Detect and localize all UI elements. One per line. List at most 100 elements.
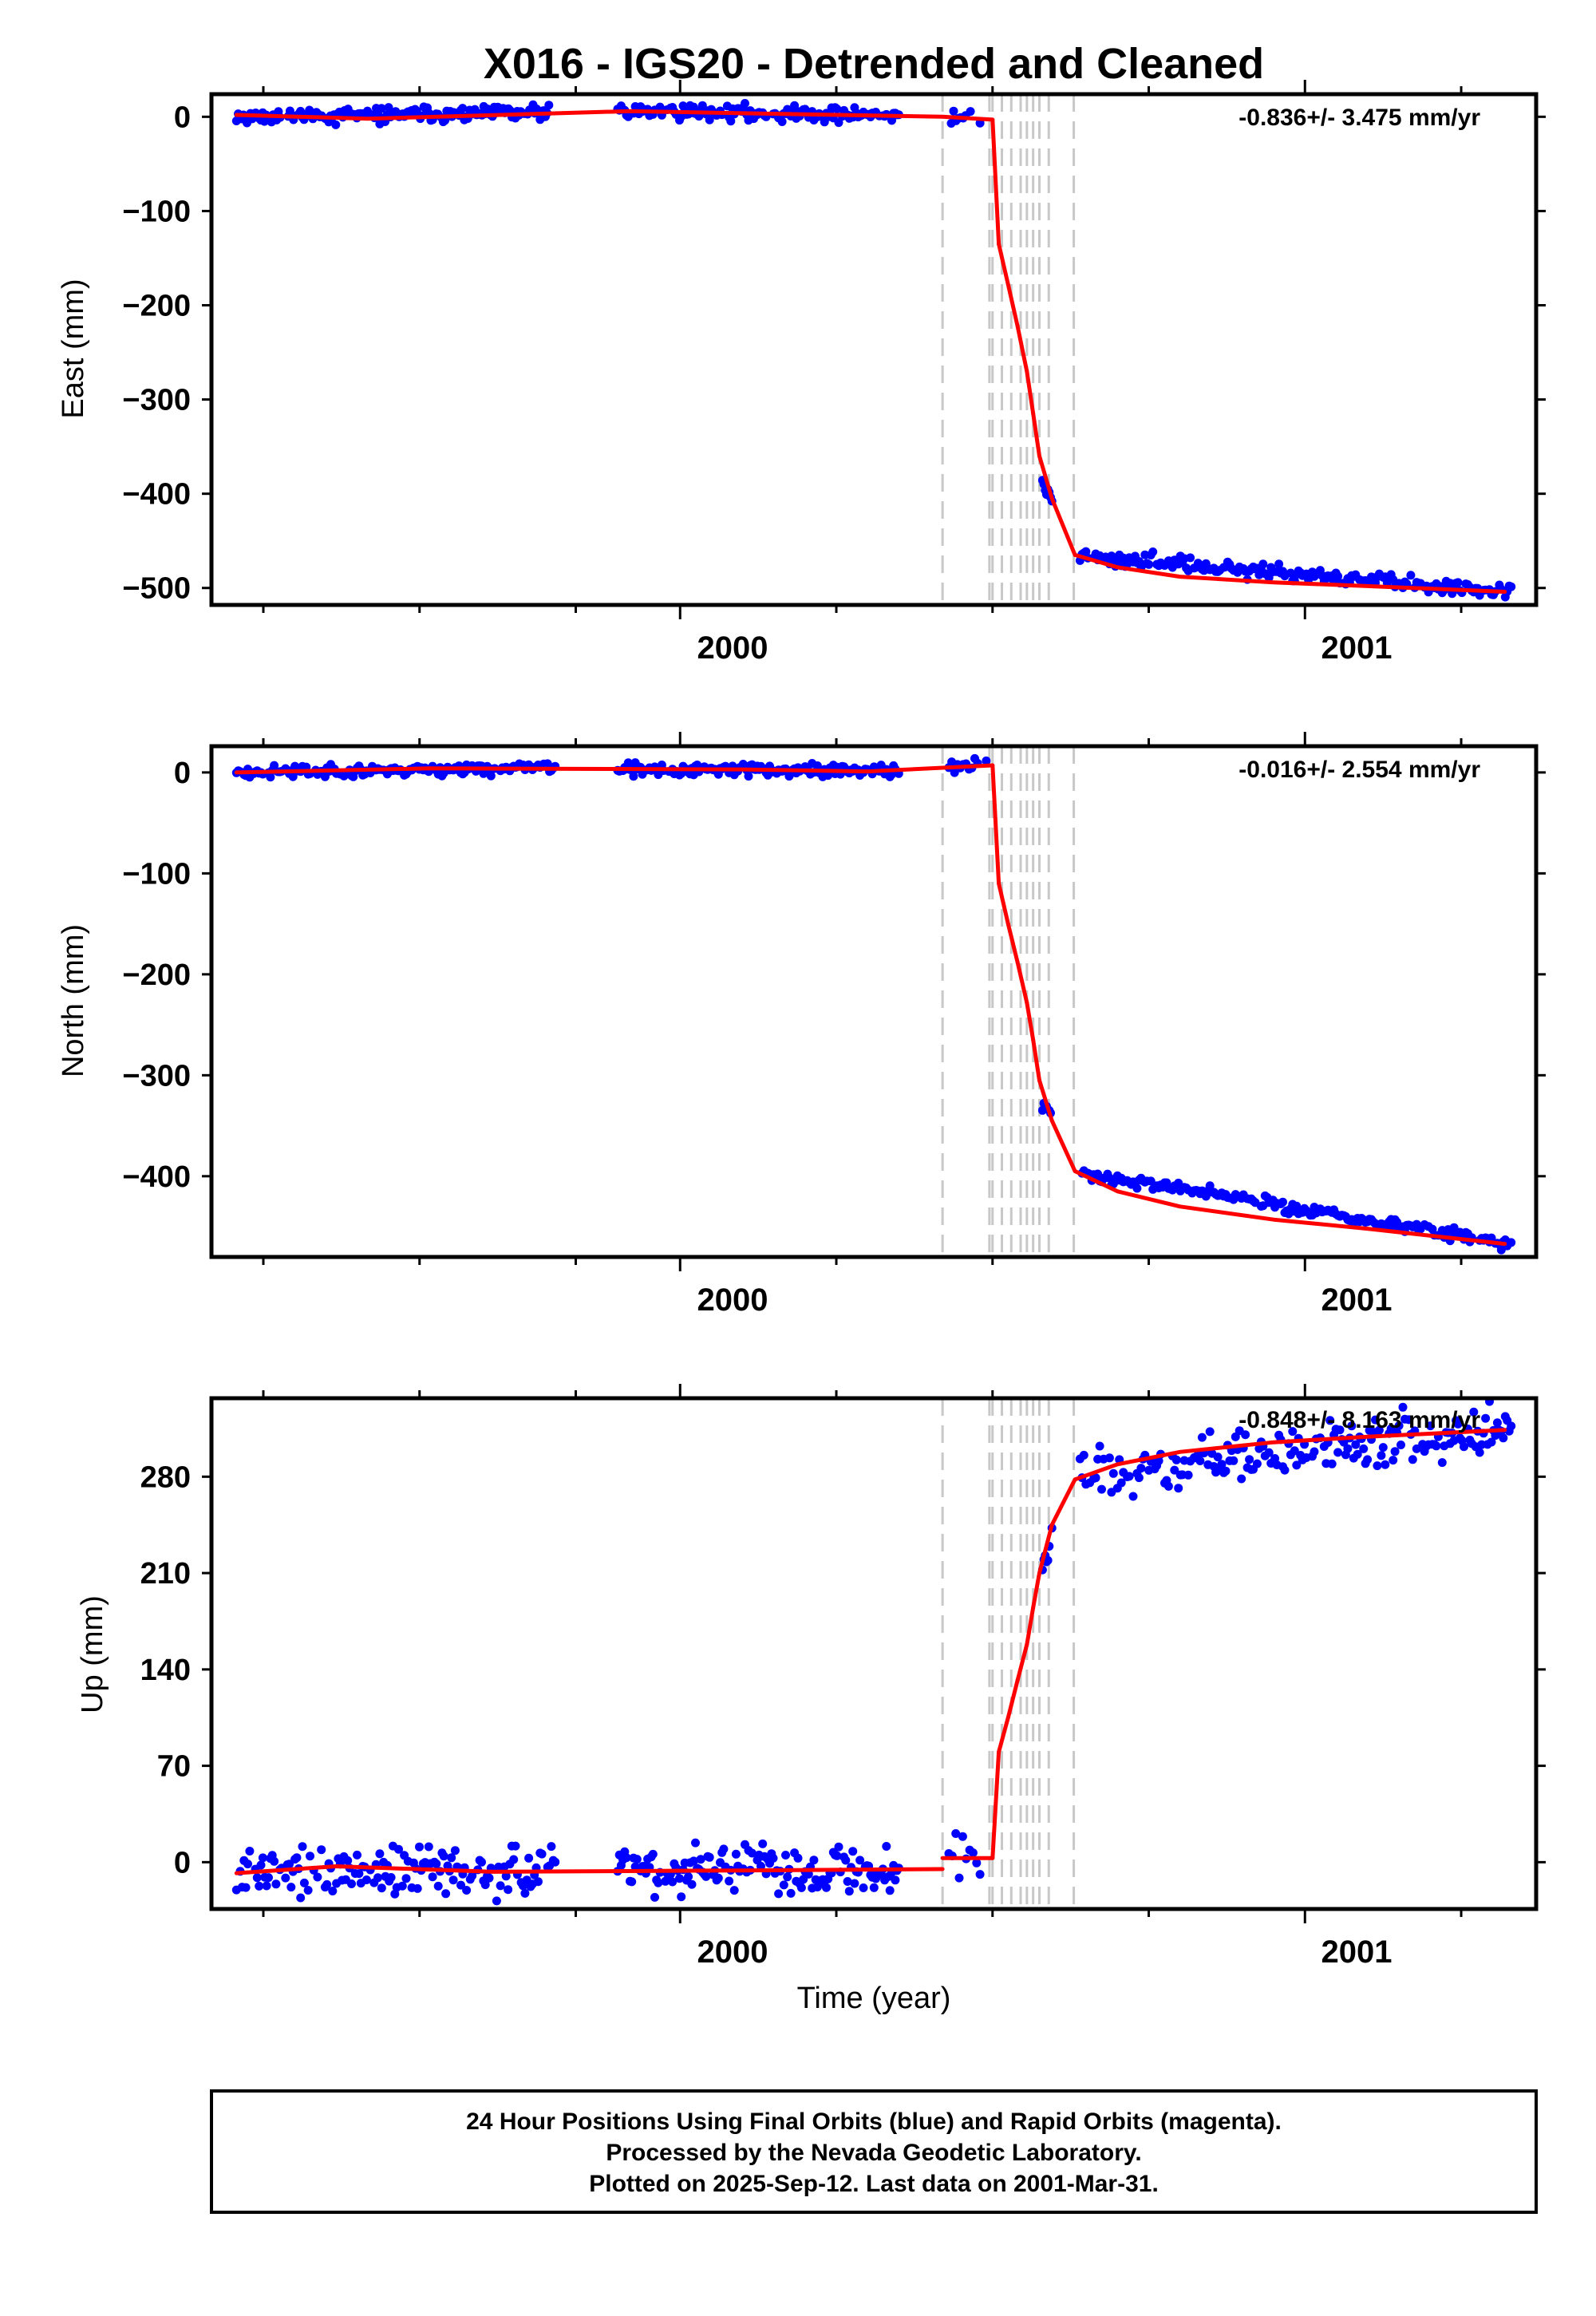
- up-model-line: [1049, 1477, 1077, 1528]
- up-data-point: [296, 1893, 306, 1903]
- up-data-point: [394, 1844, 403, 1854]
- up-data-point: [687, 1879, 697, 1889]
- up-panel: Up (mm) -0.848+/- 8.163 mm/yr 2000 2001 …: [76, 1384, 1546, 1970]
- up-data-point: [264, 1873, 273, 1883]
- up-data-point: [1481, 1413, 1491, 1423]
- up-data-point: [1507, 1421, 1516, 1431]
- east-ytick-label: −400: [122, 478, 191, 512]
- up-data-point: [496, 1881, 505, 1891]
- east-rate-text: -0.836+/- 3.475 mm/yr: [1238, 105, 1480, 131]
- up-data-point: [1487, 1437, 1496, 1447]
- up-data-point: [432, 1859, 441, 1868]
- up-data-point: [689, 1856, 698, 1866]
- up-data-point: [1043, 1555, 1053, 1565]
- footer-frame: [210, 2089, 1538, 2214]
- up-data-point: [537, 1849, 547, 1859]
- up-data-point: [1333, 1448, 1343, 1457]
- north-model-line: [234, 763, 995, 775]
- up-data-point: [622, 1853, 631, 1863]
- up-data-point: [848, 1847, 858, 1856]
- up-data-point: [286, 1883, 296, 1892]
- up-data-point: [968, 1848, 978, 1858]
- north-xtick-2000: 2000: [697, 1282, 768, 1318]
- up-data-point: [1394, 1421, 1404, 1430]
- up-data-point: [386, 1873, 396, 1882]
- north-ytick-label: −300: [122, 1059, 191, 1093]
- east-data-point: [331, 120, 341, 129]
- east-model-line: [997, 242, 1010, 287]
- north-data-point: [1132, 1184, 1142, 1193]
- up-data-point: [1097, 1484, 1106, 1494]
- up-data-point: [855, 1856, 865, 1865]
- east-ytick-label: −300: [122, 384, 191, 417]
- east-model-line: [990, 117, 1001, 247]
- up-data-point: [1460, 1442, 1468, 1452]
- east-model-line: [1037, 453, 1054, 501]
- north-data-point: [629, 772, 638, 781]
- east-data-point: [544, 101, 554, 110]
- up-data-point: [1327, 1459, 1337, 1468]
- footer-line-1: 24 Hour Positions Using Final Orbits (bl…: [466, 2109, 1282, 2135]
- north-data-point: [486, 771, 496, 781]
- up-data-point: [1237, 1474, 1246, 1484]
- up-rate-text: -0.848+/- 8.163 mm/yr: [1238, 1407, 1480, 1433]
- up-data-point: [885, 1886, 895, 1895]
- up-data-point: [951, 1829, 961, 1838]
- up-data-point: [256, 1860, 266, 1870]
- up-data-point: [241, 1883, 251, 1892]
- up-data-point: [477, 1857, 486, 1867]
- north-ytick-label: −200: [122, 958, 191, 992]
- up-model-line: [990, 1749, 1001, 1860]
- up-data-point: [758, 1839, 768, 1848]
- up-data-point: [317, 1845, 326, 1855]
- up-data-point: [298, 1842, 307, 1852]
- up-data-point: [705, 1852, 714, 1862]
- up-data-point: [424, 1842, 433, 1852]
- up-data-point: [1288, 1427, 1298, 1437]
- north-model-line: [997, 881, 1010, 927]
- east-data-point: [887, 116, 896, 125]
- north-data-point: [693, 761, 702, 769]
- up-data-point: [1252, 1459, 1262, 1468]
- up-data-point: [428, 1872, 437, 1882]
- up-model-line: [234, 1864, 945, 1875]
- up-data-point: [1079, 1450, 1088, 1460]
- up-data-point: [684, 1872, 693, 1881]
- up-data-point: [533, 1877, 543, 1887]
- up-data-point: [1170, 1465, 1179, 1475]
- up-data-point: [844, 1887, 854, 1896]
- up-data-point: [258, 1853, 267, 1863]
- up-data-point: [1396, 1441, 1405, 1449]
- up-data-point: [954, 1873, 964, 1883]
- east-model-line: [1073, 552, 1507, 594]
- up-data-point: [1390, 1447, 1400, 1456]
- up-data-point: [262, 1881, 271, 1891]
- east-data-point: [1507, 582, 1516, 591]
- up-data-point: [401, 1874, 411, 1883]
- up-data-point: [520, 1888, 530, 1898]
- east-data-point: [777, 117, 787, 126]
- north-model-line: [1049, 1118, 1077, 1173]
- up-model-line: [1015, 1642, 1029, 1683]
- east-model-line: [1005, 283, 1020, 328]
- up-data-point: [255, 1881, 264, 1891]
- north-plot-frame: [209, 744, 1539, 1259]
- up-data-point: [397, 1881, 407, 1891]
- north-data-point: [1146, 1176, 1156, 1186]
- north-data-point: [982, 756, 991, 765]
- up-data-point: [492, 1896, 501, 1906]
- up-data-point: [433, 1881, 443, 1891]
- east-ytick-label: 0: [174, 101, 191, 134]
- east-xtick-2000: 2000: [697, 630, 768, 666]
- up-data-point: [462, 1886, 472, 1895]
- up-data-point: [1408, 1455, 1417, 1464]
- up-data-point: [882, 1842, 891, 1851]
- north-data-point: [1278, 1197, 1287, 1207]
- up-data-point: [1310, 1447, 1319, 1456]
- figure-title: X016 - IGS20 - Detrended and Cleaned: [484, 40, 1264, 88]
- east-ylabel: East (mm): [57, 279, 90, 418]
- up-xtick-2000: 2000: [697, 1935, 768, 1970]
- east-plot-layer: [231, 94, 1516, 605]
- up-data-point: [1264, 1448, 1274, 1457]
- east-model-line: [234, 109, 995, 122]
